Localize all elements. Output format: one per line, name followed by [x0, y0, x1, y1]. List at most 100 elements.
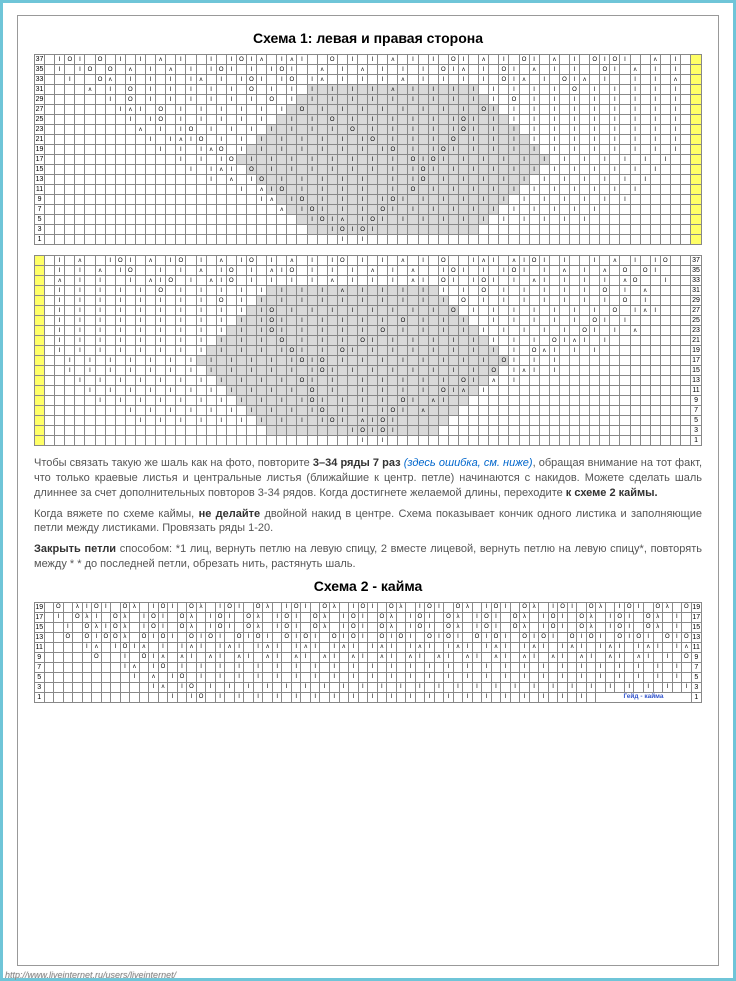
stitch-cell: I	[125, 115, 135, 125]
stitch-cell: I	[368, 165, 378, 175]
stitch-cell	[146, 155, 156, 165]
stitch-cell: ʌ	[337, 215, 347, 225]
stitch-cell	[125, 286, 135, 296]
stitch-cell: O	[317, 366, 327, 376]
stitch-cell	[453, 652, 463, 662]
stitch-cell: I	[216, 266, 226, 276]
stitch-cell: I	[95, 396, 105, 406]
stitch-cell	[257, 65, 267, 75]
stitch-cell	[569, 376, 579, 386]
stitch-cell: I	[634, 602, 644, 612]
stitch-cell	[600, 416, 610, 426]
stitch-cell	[624, 672, 634, 682]
stitch-cell: I	[368, 276, 378, 286]
stitch-cell: I	[291, 612, 301, 622]
stitch-cell: I	[216, 286, 226, 296]
stitch-cell: O	[310, 622, 320, 632]
stitch-cell: I	[196, 105, 206, 115]
stitch-cell	[125, 336, 135, 346]
stitch-cell	[277, 436, 287, 446]
stitch-cell	[388, 396, 398, 406]
edge-cell	[35, 436, 45, 446]
stitch-cell: I	[349, 642, 359, 652]
stitch-cell	[65, 266, 75, 276]
stitch-cell: O	[358, 336, 368, 346]
stitch-cell	[146, 436, 156, 446]
stitch-cell	[605, 602, 615, 612]
stitch-cell: I	[135, 336, 145, 346]
stitch-cell	[246, 306, 256, 316]
stitch-cell: ʌ	[549, 55, 559, 65]
stitch-cell: I	[307, 376, 317, 386]
stitch-cell	[640, 225, 650, 235]
stitch-cell: I	[529, 682, 539, 692]
stitch-cell	[206, 256, 216, 266]
stitch-cell	[660, 386, 670, 396]
stitch-cell: I	[539, 276, 549, 286]
stitch-cell	[101, 672, 111, 682]
stitch-cell: I	[388, 115, 398, 125]
stitch-cell	[580, 205, 590, 215]
stitch-cell	[166, 346, 176, 356]
stitch-cell	[246, 296, 256, 306]
stitch-cell	[580, 55, 590, 65]
stitch-cell	[234, 612, 244, 622]
stitch-cell: I	[75, 286, 85, 296]
stitch-cell: O	[358, 602, 368, 612]
stitch-cell	[105, 155, 115, 165]
stitch-cell	[246, 376, 256, 386]
stitch-cell	[125, 306, 135, 316]
stitch-cell	[146, 125, 156, 135]
stitch-cell: I	[291, 662, 301, 672]
stitch-cell	[681, 205, 691, 215]
stitch-cell	[499, 85, 509, 95]
stitch-cell	[368, 632, 378, 642]
stitch-cell: I	[378, 215, 388, 225]
stitch-cell: O	[663, 632, 673, 642]
stitch-cell: I	[610, 85, 620, 95]
stitch-cell: I	[469, 95, 479, 105]
stitch-cell	[358, 642, 368, 652]
stitch-cell	[398, 55, 408, 65]
stitch-cell: I	[156, 125, 166, 135]
stitch-cell: I	[347, 426, 357, 436]
stitch-cell	[489, 286, 499, 296]
stitch-cell	[615, 682, 625, 692]
stitch-cell: O	[349, 632, 359, 642]
stitch-cell	[448, 416, 458, 426]
stitch-cell	[63, 692, 73, 702]
stitch-cell: λ	[196, 602, 206, 612]
stitch-cell: I	[463, 642, 473, 652]
stitch-cell	[448, 376, 458, 386]
stitch-cell	[257, 215, 267, 225]
stitch-cell	[529, 215, 539, 225]
stitch-cell: I	[187, 652, 197, 662]
stitch-cell	[368, 326, 378, 336]
stitch-cell	[166, 145, 176, 155]
stitch-cell: O	[206, 632, 216, 642]
stitch-cell	[640, 75, 650, 85]
stitch-cell: I	[620, 175, 630, 185]
stitch-cell: I	[529, 105, 539, 115]
stitch-cell	[580, 356, 590, 366]
row-label: 23	[35, 125, 45, 135]
stitch-cell: I	[388, 346, 398, 356]
stitch-cell	[257, 426, 267, 436]
stitch-cell: ʌ	[630, 65, 640, 75]
stitch-cell	[327, 195, 337, 205]
stitch-cell	[297, 406, 307, 416]
stitch-cell	[156, 195, 166, 205]
stitch-cell	[358, 692, 368, 702]
stitch-cell	[418, 416, 428, 426]
stitch-cell	[368, 175, 378, 185]
stitch-cell	[166, 215, 176, 225]
stitch-cell	[681, 276, 691, 286]
stitch-cell: I	[125, 256, 135, 266]
stitch-cell: I	[499, 215, 509, 225]
stitch-cell: I	[368, 366, 378, 376]
stitch-cell: ʌ	[287, 55, 297, 65]
stitch-cell	[297, 125, 307, 135]
stitch-cell	[519, 235, 529, 245]
stitch-cell: I	[479, 266, 489, 276]
stitch-cell: O	[586, 602, 596, 612]
